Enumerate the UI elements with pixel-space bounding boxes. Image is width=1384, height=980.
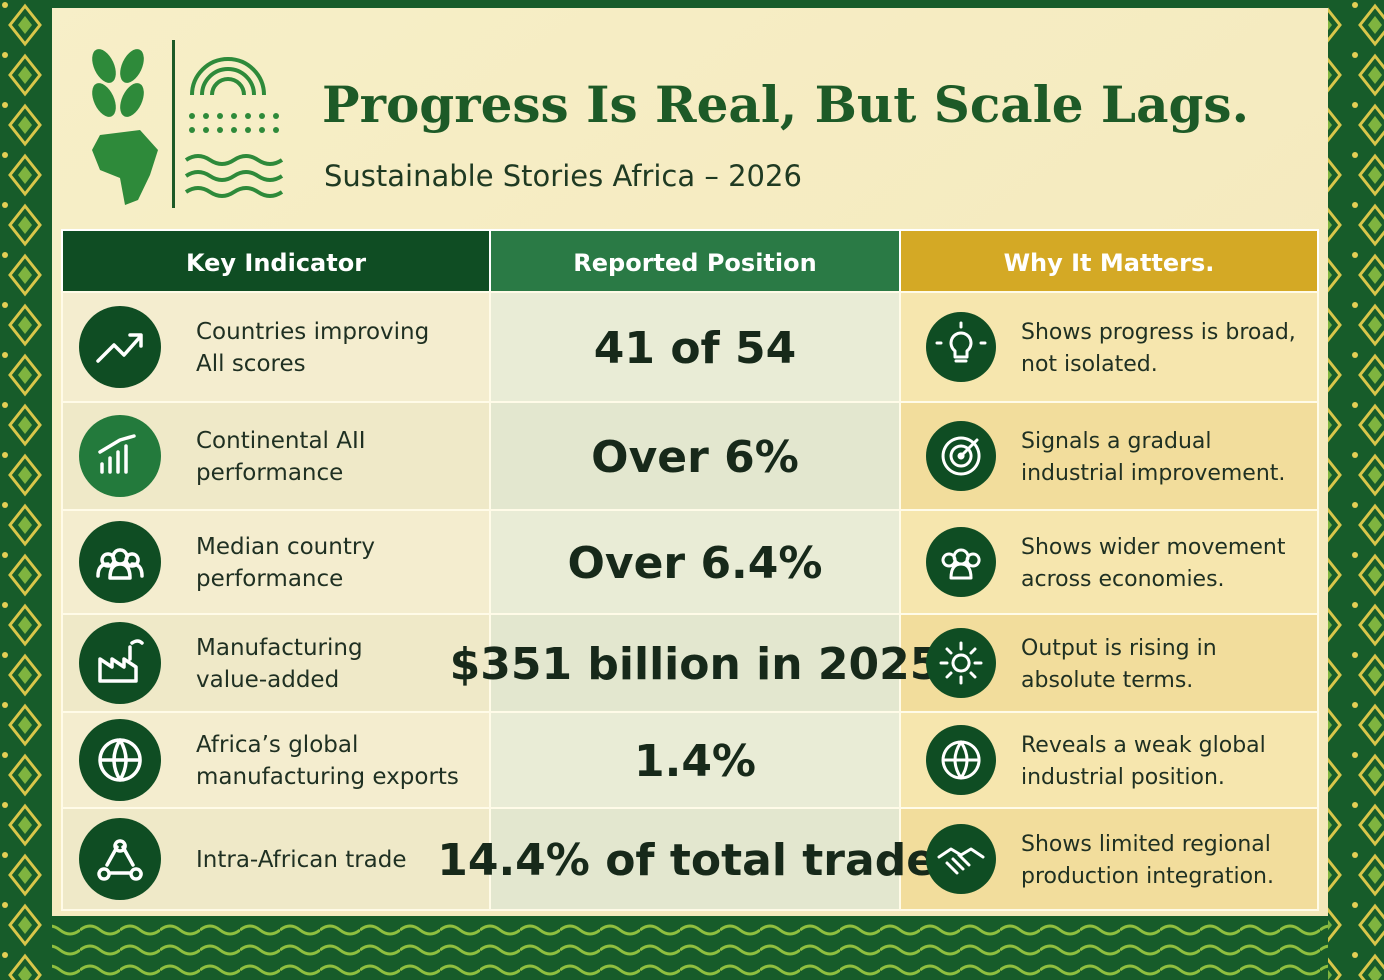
- why-icon: [926, 527, 996, 597]
- indicator-icon: [79, 818, 161, 900]
- reported-position: Over 6%: [591, 432, 799, 483]
- why-it-matters: Output is rising in absolute terms.: [1021, 636, 1217, 693]
- why-it-matters: Shows progress is broad, not isolated.: [1021, 320, 1296, 377]
- reported-position: 1.4%: [634, 736, 756, 787]
- indicator-icon: [79, 521, 161, 603]
- reported-position: 41 of 54: [594, 323, 796, 374]
- indicator-label: Countries improving All scores: [196, 319, 429, 377]
- table-cell: [489, 509, 901, 615]
- border-bottom: [52, 916, 1328, 980]
- indicator-label: Median country performance: [196, 534, 375, 592]
- indicator-icon-glyph: [96, 333, 143, 363]
- indicator-label: Intra-African trade: [196, 847, 407, 873]
- border-left: [0, 0, 52, 980]
- indicator-icon-glyph: [98, 639, 144, 683]
- table: Key Indicator Reported Position Why It Mat…: [61, 229, 1319, 911]
- why-icon-glyph: [941, 740, 981, 780]
- why-it-matters: Shows wider movement across economies.: [1021, 535, 1286, 592]
- why-icon-glyph: [935, 321, 987, 363]
- indicator-icon-glyph: [97, 839, 143, 881]
- column-header-cell: [899, 229, 1319, 293]
- subtitle: Sustainable Stories Africa – 2026: [324, 159, 802, 193]
- why-icon-glyph: [941, 436, 981, 476]
- logo: [92, 40, 284, 208]
- indicator-label: Continental AII performance: [196, 428, 366, 486]
- reported-position: $351 billion in 2025: [450, 639, 941, 690]
- why-icon: [926, 628, 996, 698]
- why-it-matters: Signals a gradual industrial improvement.: [1021, 429, 1285, 486]
- indicator-icon-glyph: [98, 434, 136, 474]
- column-header: Key Indicator: [186, 249, 366, 277]
- indicator-label: Manufacturing value-added: [196, 635, 363, 693]
- why-it-matters: Reveals a weak global industrial position…: [1021, 733, 1266, 790]
- indicator-icon: [79, 306, 161, 388]
- indicator-icon-glyph: [98, 738, 142, 782]
- column-header: Reported Position: [573, 249, 816, 277]
- border-top: [52, 0, 1328, 8]
- reported-position: Over 6.4%: [568, 538, 823, 589]
- why-icon-glyph: [941, 548, 981, 580]
- indicator-icon: [79, 415, 161, 497]
- table-cell: [489, 711, 901, 809]
- column-header-cell: [489, 229, 901, 293]
- why-icon: [926, 312, 996, 382]
- why-it-matters: Shows limited regional production integra…: [1021, 832, 1274, 889]
- column-header: Why It Matters.: [1004, 249, 1215, 277]
- why-icon-glyph: [937, 847, 985, 875]
- why-icon-glyph: [939, 641, 983, 685]
- table-cell: [489, 613, 901, 713]
- table-cell: [489, 291, 901, 403]
- border-right: [1328, 0, 1384, 980]
- title: Progress Is Real, But Scale Lags.: [322, 75, 1249, 134]
- reported-position: 14.4% of total trade.: [437, 835, 953, 886]
- indicator-label: Africa’s global manufacturing exports: [196, 732, 459, 790]
- indicator-icon-glyph: [96, 548, 144, 580]
